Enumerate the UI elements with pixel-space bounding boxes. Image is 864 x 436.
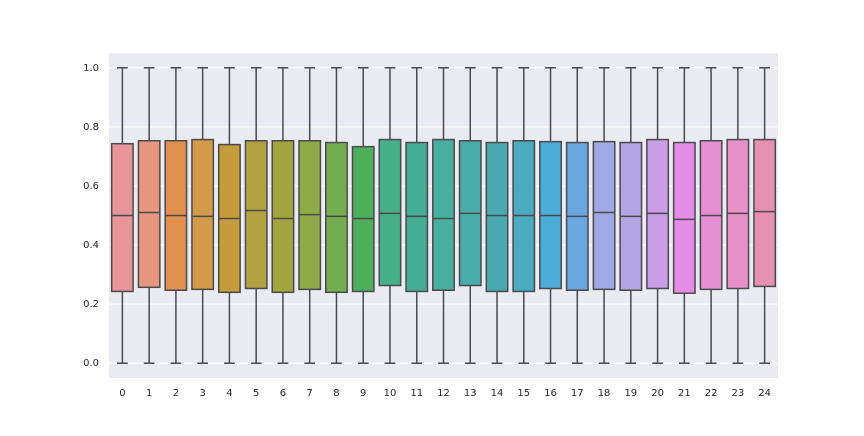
y-tick-label: 0.8 — [83, 122, 99, 133]
x-tick-label: 2 — [173, 388, 179, 399]
x-tick-label: 4 — [226, 388, 232, 399]
y-tick-label: 0.4 — [83, 240, 99, 251]
box — [378, 138, 402, 287]
box — [753, 138, 777, 288]
x-tick-label: 0 — [119, 388, 125, 399]
y-tick-label: 1.0 — [83, 63, 99, 74]
x-tick-label: 19 — [624, 388, 637, 399]
x-tick-label: 22 — [705, 388, 718, 399]
x-tick-label: 23 — [731, 388, 744, 399]
box — [485, 141, 509, 293]
x-tick-label: 8 — [333, 388, 339, 399]
x-tick-label: 17 — [571, 388, 584, 399]
x-tick-label: 18 — [598, 388, 611, 399]
box — [592, 140, 616, 291]
x-tick-label: 10 — [384, 388, 397, 399]
box — [191, 138, 215, 291]
x-tick-label: 11 — [410, 388, 423, 399]
box — [137, 140, 161, 289]
y-tick-label: 0.6 — [83, 181, 99, 192]
x-tick-label: 16 — [544, 388, 557, 399]
x-tick-label: 5 — [253, 388, 259, 399]
box — [325, 141, 348, 294]
box — [110, 142, 134, 293]
x-tick-label: 9 — [360, 388, 366, 399]
x-tick-label: 24 — [758, 388, 771, 399]
x-tick-label: 3 — [199, 388, 205, 399]
x-tick-label: 12 — [437, 388, 450, 399]
x-tick-label: 14 — [491, 388, 504, 399]
x-tick-label: 6 — [280, 388, 286, 399]
x-tick-label: 1 — [146, 388, 152, 399]
x-tick-label: 20 — [651, 388, 664, 399]
box — [432, 138, 455, 291]
x-tick-label: 21 — [678, 388, 691, 399]
x-tick-label: 15 — [517, 388, 530, 399]
x-tick-label: 7 — [307, 388, 313, 399]
box — [271, 140, 295, 294]
y-tick-label: 0.2 — [83, 299, 99, 310]
box — [244, 140, 268, 290]
box — [672, 141, 696, 294]
x-tick-label: 13 — [464, 388, 477, 399]
y-tick-label: 0.0 — [83, 358, 99, 369]
